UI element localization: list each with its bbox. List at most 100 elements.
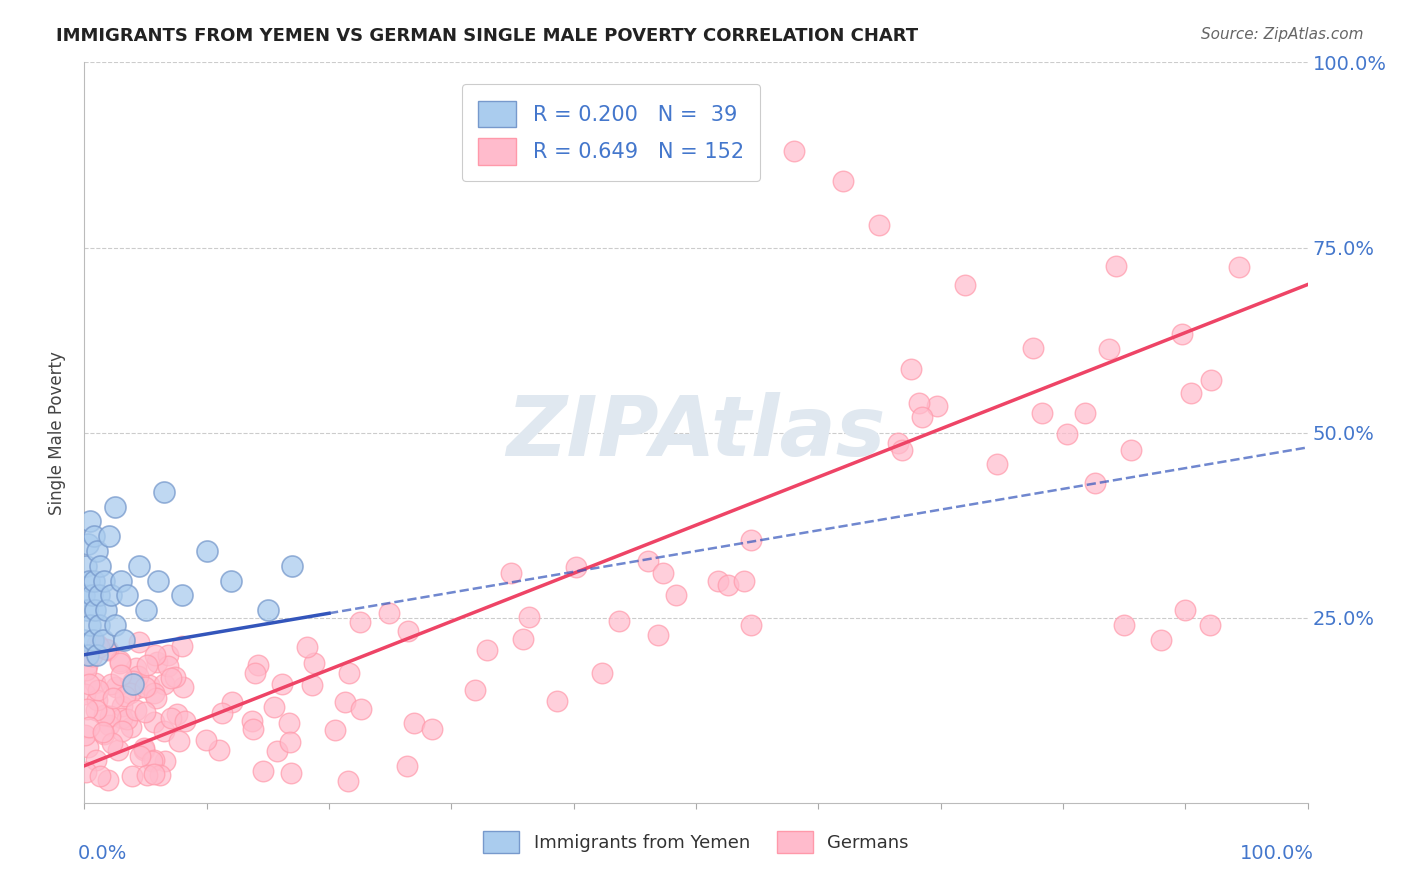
Point <box>733 574 755 588</box>
Point <box>1180 386 1202 401</box>
Point <box>100 589 122 603</box>
Point <box>91 632 114 647</box>
Point <box>900 362 922 376</box>
Point <box>278 734 301 748</box>
Point <box>86 637 108 651</box>
Point <box>121 673 143 688</box>
Point <box>1201 372 1223 386</box>
Text: ZIPAtlas: ZIPAtlas <box>506 392 886 473</box>
Point <box>333 695 356 709</box>
Point <box>173 714 195 728</box>
Point <box>1174 603 1197 617</box>
Point <box>607 614 630 628</box>
Point <box>84 675 107 690</box>
Point <box>637 554 659 568</box>
Point <box>477 643 499 657</box>
Point <box>278 716 301 731</box>
Point <box>86 648 108 662</box>
Point <box>153 677 176 691</box>
Point <box>1114 618 1136 632</box>
Point <box>1119 442 1142 457</box>
Point <box>153 754 176 768</box>
Point <box>647 627 669 641</box>
Point <box>77 739 100 754</box>
Point <box>146 574 169 588</box>
Point <box>927 399 949 413</box>
Point <box>146 655 169 669</box>
Point <box>135 657 157 672</box>
Point <box>101 736 124 750</box>
Point <box>80 589 103 603</box>
Point <box>141 754 163 768</box>
Point <box>104 500 127 514</box>
Point <box>517 610 540 624</box>
Point <box>591 665 613 680</box>
Point <box>464 682 486 697</box>
Point <box>869 219 891 233</box>
Point <box>501 566 523 581</box>
Point <box>80 648 103 663</box>
Point <box>75 764 97 779</box>
Point <box>120 720 142 734</box>
Point <box>77 574 100 588</box>
Point <box>1227 260 1250 275</box>
Point <box>420 722 443 736</box>
Point <box>76 658 98 673</box>
Point <box>136 768 159 782</box>
Point <box>77 536 100 550</box>
Point <box>295 640 318 654</box>
Point <box>337 666 360 681</box>
Point <box>252 764 274 778</box>
Point <box>79 677 101 691</box>
Point <box>97 529 120 543</box>
Point <box>77 648 100 662</box>
Point <box>83 529 105 543</box>
Point <box>115 712 138 726</box>
Point <box>112 632 135 647</box>
Point <box>104 618 127 632</box>
Point <box>337 773 360 788</box>
Point <box>79 618 101 632</box>
Point <box>111 710 134 724</box>
Point <box>546 694 568 708</box>
Point <box>221 695 243 709</box>
Point <box>1098 342 1121 356</box>
Point <box>73 632 96 647</box>
Point <box>115 589 138 603</box>
Point <box>143 715 166 730</box>
Point <box>87 589 110 603</box>
Point <box>160 671 183 685</box>
Point <box>135 603 157 617</box>
Text: IMMIGRANTS FROM YEMEN VS GERMAN SINGLE MALE POVERTY CORRELATION CHART: IMMIGRANTS FROM YEMEN VS GERMAN SINGLE M… <box>56 27 918 45</box>
Point <box>86 544 108 558</box>
Point <box>1074 406 1097 420</box>
Point <box>512 632 534 646</box>
Point <box>75 558 97 573</box>
Point <box>564 560 586 574</box>
Point <box>91 724 114 739</box>
Point <box>125 661 148 675</box>
Point <box>707 574 730 588</box>
Point <box>163 670 186 684</box>
Point <box>128 635 150 649</box>
Point <box>986 457 1008 471</box>
Point <box>111 699 134 714</box>
Point <box>167 734 190 748</box>
Point <box>953 277 976 292</box>
Point <box>1105 259 1128 273</box>
Point <box>125 703 148 717</box>
Y-axis label: Single Male Poverty: Single Male Poverty <box>48 351 66 515</box>
Point <box>134 681 156 695</box>
Point <box>97 773 120 788</box>
Point <box>76 702 98 716</box>
Point <box>302 656 325 670</box>
Point <box>121 769 143 783</box>
Point <box>271 676 294 690</box>
Point <box>82 632 104 647</box>
Point <box>195 544 218 558</box>
Point <box>96 603 118 617</box>
Point <box>652 566 675 581</box>
Point <box>128 558 150 573</box>
Point <box>301 678 323 692</box>
Point <box>281 558 304 573</box>
